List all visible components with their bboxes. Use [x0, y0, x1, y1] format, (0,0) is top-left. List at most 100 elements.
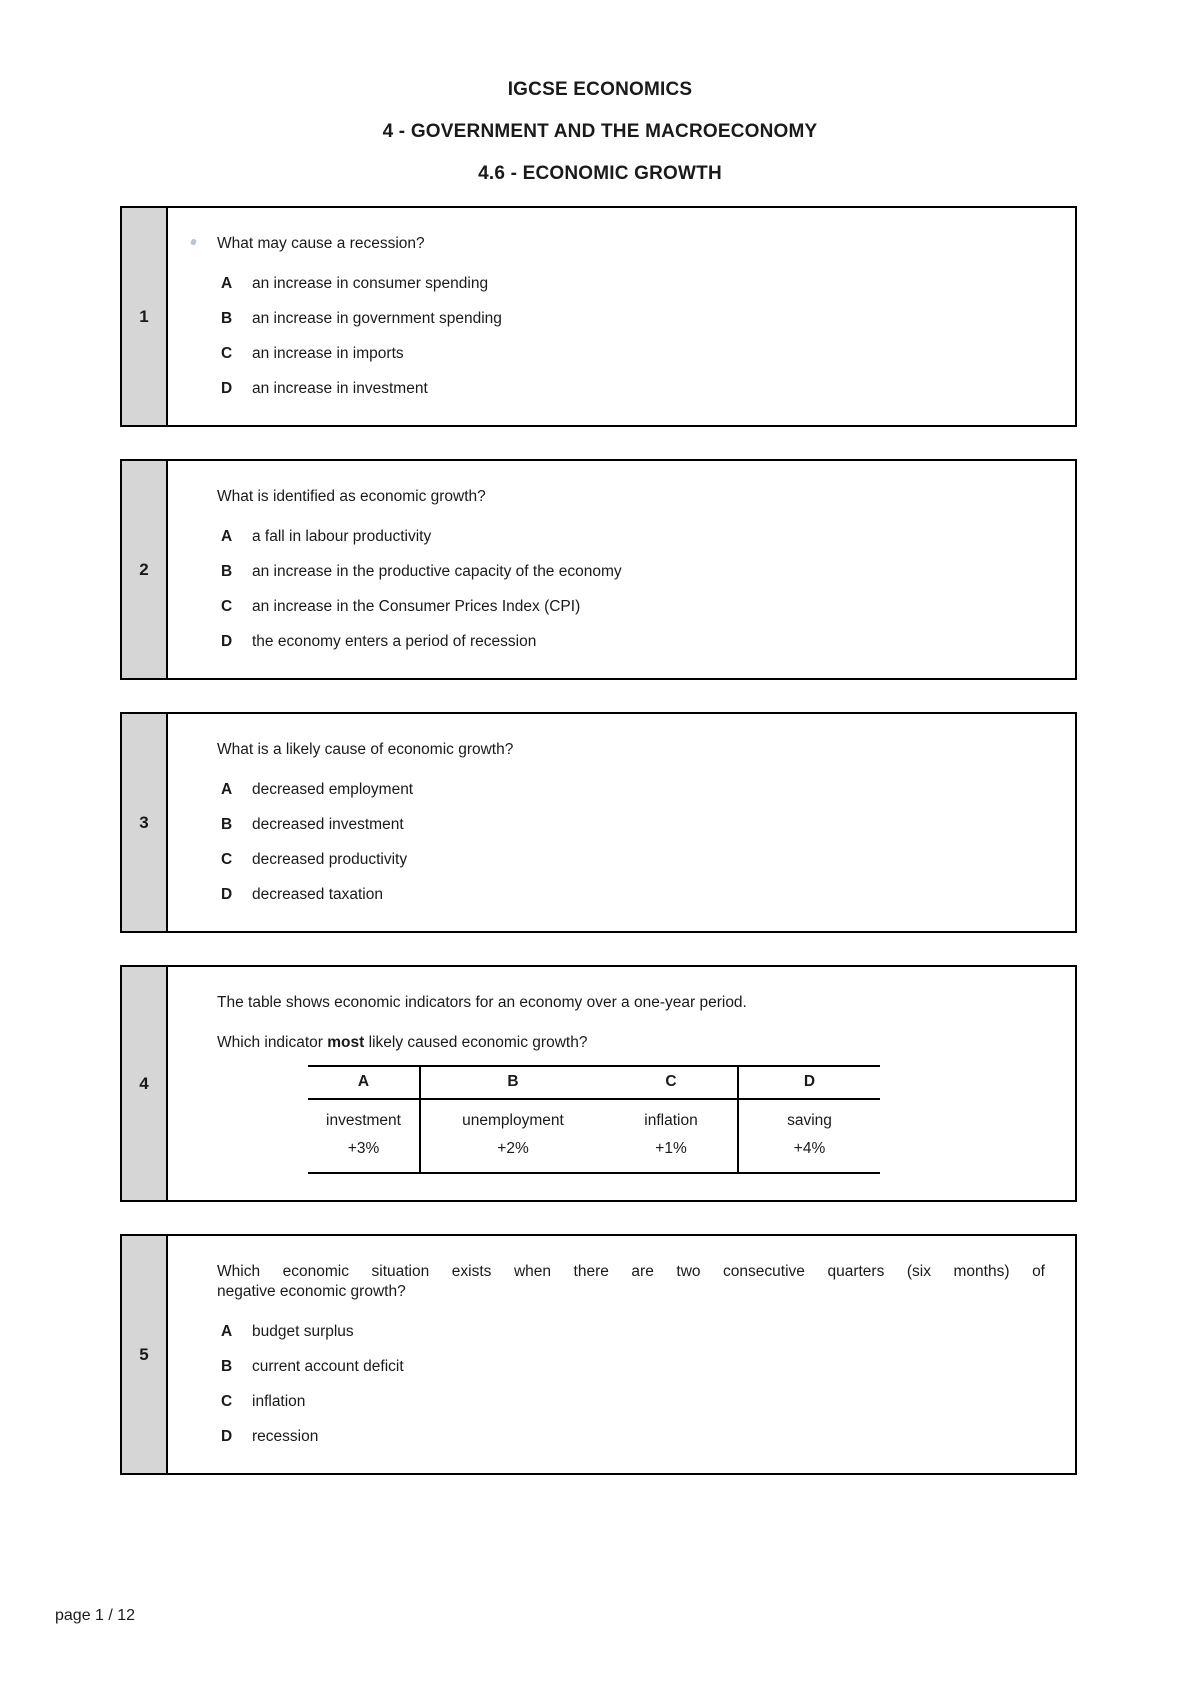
option-text: recession: [252, 1428, 319, 1445]
option-a: A a fall in labour productivity: [217, 527, 1045, 547]
question-5-content: Which economic situation exists when the…: [168, 1236, 1075, 1473]
option-letter: B: [221, 310, 233, 327]
option-b: B an increase in government spending: [217, 309, 1045, 329]
question-4-intro: The table shows economic indicators for …: [217, 994, 747, 1011]
table-header-a: A: [308, 1066, 421, 1100]
question-5-options: A budget surplus B current account defic…: [217, 1322, 1045, 1447]
table-header-row: A B C D: [308, 1066, 880, 1100]
question-3-options: A decreased employment B decreased inves…: [217, 780, 1045, 905]
question-5-text-line1: Which economic situation exists when the…: [217, 1263, 1045, 1280]
question-1-text: What may cause a recession?: [217, 235, 425, 252]
option-text: decreased investment: [252, 816, 404, 833]
option-letter: B: [221, 1358, 233, 1375]
table-header-c: C: [605, 1066, 738, 1100]
option-letter: C: [221, 345, 233, 362]
option-letter: D: [221, 380, 233, 397]
option-letter: A: [221, 528, 233, 545]
option-letter: B: [221, 563, 233, 580]
indicator-cell: inflation: [644, 1112, 698, 1129]
value-cell: +4%: [737, 1131, 880, 1173]
option-text: a fall in labour productivity: [252, 528, 432, 545]
option-text: an increase in the Consumer Prices Index…: [252, 598, 581, 615]
option-letter: A: [221, 781, 233, 798]
question-4-text-before: Which indicator: [217, 1034, 328, 1051]
question-5-box: 5 Which economic situation exists when t…: [120, 1234, 1077, 1475]
table-header-b: B: [420, 1066, 605, 1100]
option-c: C decreased productivity: [217, 850, 1045, 870]
question-2-text: What is identified as economic growth?: [217, 488, 486, 505]
question-4-text-after: likely caused economic growth?: [364, 1034, 588, 1051]
table-header-d: D: [737, 1066, 880, 1100]
question-1-box: 1 What may cause a recession? A an incre…: [120, 206, 1077, 427]
question-4-number: 4: [122, 967, 168, 1200]
option-d: D the economy enters a period of recessi…: [217, 632, 1045, 652]
option-b: B an increase in the productive capacity…: [217, 562, 1045, 582]
question-2-box: 2 What is identified as economic growth?…: [120, 459, 1077, 680]
page-header: IGCSE ECONOMICS 4 - GOVERNMENT AND THE M…: [0, 0, 1200, 185]
option-d: D recession: [217, 1427, 1045, 1447]
option-text: decreased productivity: [252, 851, 408, 868]
question-3-box: 3 What is a likely cause of economic gro…: [120, 712, 1077, 933]
question-3-text: What is a likely cause of economic growt…: [217, 741, 514, 758]
option-text: current account deficit: [252, 1358, 404, 1375]
scan-artifact-dot: [190, 238, 197, 246]
option-text: an increase in investment: [252, 380, 428, 397]
option-text: decreased taxation: [252, 886, 383, 903]
question-3-content: What is a likely cause of economic growt…: [168, 714, 1075, 931]
option-d: D decreased taxation: [217, 885, 1045, 905]
option-letter: A: [221, 275, 233, 292]
option-letter: C: [221, 598, 233, 615]
option-letter: D: [221, 633, 233, 650]
option-text: an increase in imports: [252, 345, 404, 362]
question-5-text-line2: negative economic growth?: [217, 1283, 406, 1300]
indicator-cell: saving: [737, 1099, 880, 1131]
indicators-table: A B C D investment unemployment inflatio…: [308, 1065, 880, 1174]
option-letter: B: [221, 816, 233, 833]
indicator-cell: unemployment: [462, 1112, 564, 1129]
option-text: budget surplus: [252, 1323, 354, 1340]
table-value-row: +3% +2% +1% +4%: [308, 1131, 880, 1173]
question-4-text: Which indicator most likely caused econo…: [217, 1033, 1045, 1053]
value-cell: +2%: [497, 1140, 529, 1157]
question-2-number: 2: [122, 461, 168, 678]
option-a: A decreased employment: [217, 780, 1045, 800]
document-section: 4.6 - ECONOMIC GROWTH: [478, 163, 722, 184]
option-text: the economy enters a period of recession: [252, 633, 537, 650]
option-text: decreased employment: [252, 781, 414, 798]
document-title: IGCSE ECONOMICS: [507, 79, 693, 100]
indicator-cell: investment: [308, 1099, 421, 1131]
option-letter: A: [221, 1323, 233, 1340]
option-d: D an increase in investment: [217, 379, 1045, 399]
option-text: an increase in government spending: [252, 310, 502, 327]
question-1-number: 1: [122, 208, 168, 425]
option-text: an increase in the productive capacity o…: [252, 563, 622, 580]
option-a: A budget surplus: [217, 1322, 1045, 1342]
option-letter: D: [221, 1428, 233, 1445]
option-c: C an increase in imports: [217, 344, 1045, 364]
value-cell: +1%: [655, 1140, 687, 1157]
value-cell: +3%: [308, 1131, 421, 1173]
document-subtitle: 4 - GOVERNMENT AND THE MACROECONOMY: [382, 121, 818, 142]
question-2-options: A a fall in labour productivity B an inc…: [217, 527, 1045, 652]
option-letter: C: [221, 1393, 233, 1410]
question-1-content: What may cause a recession? A an increas…: [168, 208, 1075, 425]
page-number: page 1 / 12: [55, 1607, 136, 1624]
question-2-content: What is identified as economic growth? A…: [168, 461, 1075, 678]
option-text: an increase in consumer spending: [252, 275, 489, 292]
questions-list: 1 What may cause a recession? A an incre…: [120, 206, 1077, 1475]
option-b: B decreased investment: [217, 815, 1045, 835]
question-4-text-emphasis: most: [327, 1034, 365, 1051]
question-4-content: The table shows economic indicators for …: [168, 967, 1075, 1200]
option-letter: D: [221, 886, 233, 903]
option-text: inflation: [252, 1393, 306, 1410]
question-4-box: 4 The table shows economic indicators fo…: [120, 965, 1077, 1202]
question-1-options: A an increase in consumer spending B an …: [217, 274, 1045, 399]
option-a: A an increase in consumer spending: [217, 274, 1045, 294]
question-5-number: 5: [122, 1236, 168, 1473]
option-b: B current account deficit: [217, 1357, 1045, 1377]
option-c: C inflation: [217, 1392, 1045, 1412]
table-indicator-row: investment unemployment inflation saving: [308, 1099, 880, 1131]
option-letter: C: [221, 851, 233, 868]
question-3-number: 3: [122, 714, 168, 931]
